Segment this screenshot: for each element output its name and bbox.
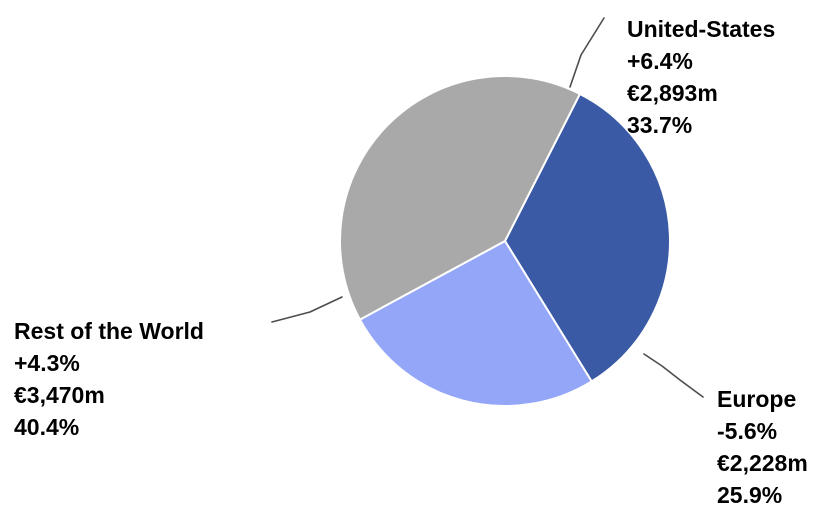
slice-label-united-states-change: +6.4% (627, 48, 693, 74)
pie-slice-europe (358, 240, 593, 407)
slice-label-rest-of-the-world-amount: €3,470m (14, 382, 105, 408)
slice-label-europe-amount: €2,228m (717, 450, 808, 476)
slice-label-europe-change: -5.6% (717, 418, 777, 444)
leader-line-europe (643, 353, 704, 398)
slice-label-united-states-amount: €2,893m (627, 80, 718, 106)
slice-label-europe-name: Europe (717, 386, 796, 412)
pie-slice-rest-of-the-world (339, 75, 581, 321)
slice-label-rest-of-the-world-share: 40.4% (14, 414, 79, 440)
slice-label-europe-share: 25.9% (717, 482, 782, 504)
leader-line-rest-of-the-world (271, 296, 343, 323)
slice-label-united-states-name: United-States (627, 16, 775, 42)
pie-slice-united-states (504, 92, 671, 383)
slice-label-rest-of-the-world-change: +4.3% (14, 350, 80, 376)
slice-label-united-states-share: 33.7% (627, 112, 692, 138)
leader-line-united-states (569, 17, 605, 88)
slice-label-rest-of-the-world-name: Rest of the World (14, 318, 204, 344)
